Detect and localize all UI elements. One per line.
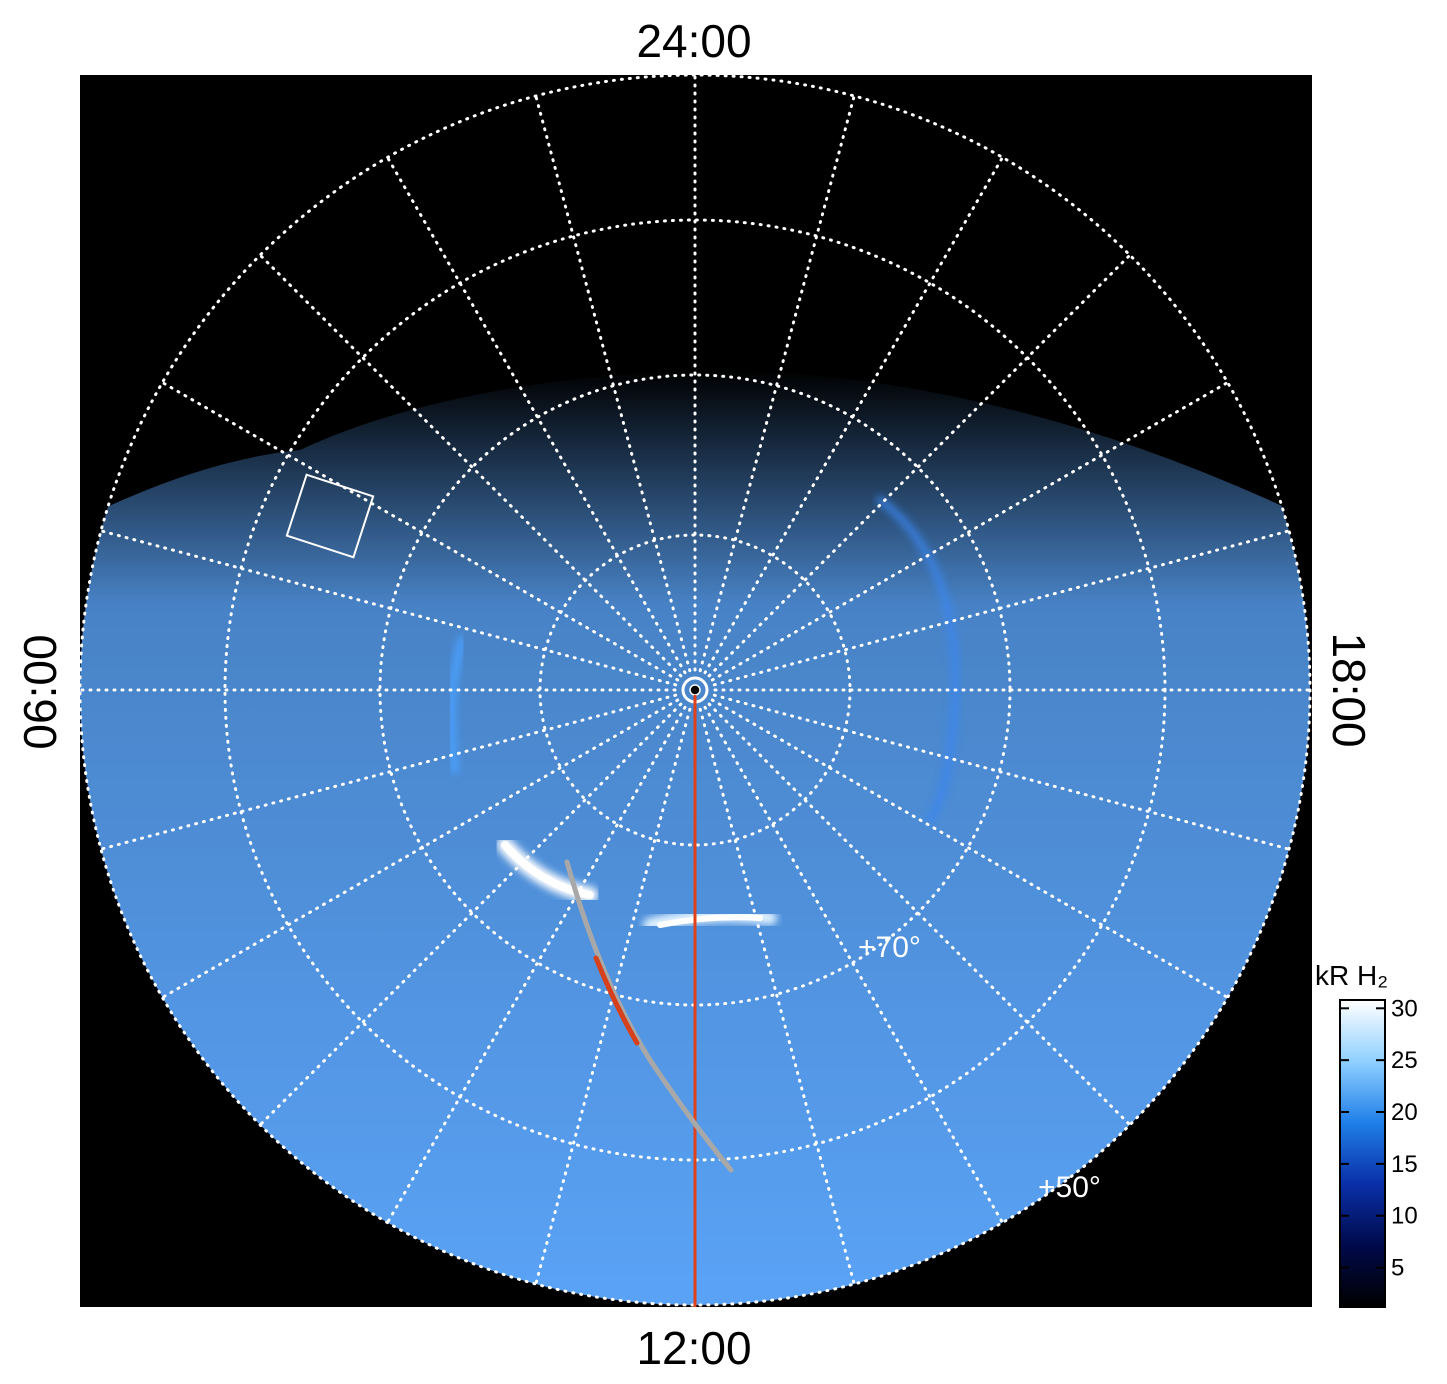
latitude-label: +50° <box>1038 1171 1101 1204</box>
meridian <box>160 381 680 682</box>
meridian <box>710 381 1230 682</box>
meridian <box>703 705 1004 1225</box>
colorbar <box>1339 999 1386 1308</box>
meridian <box>258 702 683 1127</box>
colorbar-tick-label: 20 <box>1391 1099 1418 1126</box>
auroral-oval <box>447 496 960 932</box>
pole-dot <box>689 684 701 696</box>
colorbar-title: kR H₂ <box>1315 960 1388 991</box>
meridian <box>99 529 678 687</box>
colorbar-tick-label: 10 <box>1391 1203 1418 1230</box>
meridian <box>703 155 1004 675</box>
colorbar-tick-label: 15 <box>1391 1151 1418 1178</box>
meridian <box>712 529 1291 687</box>
region-box <box>285 473 375 559</box>
meridian <box>712 693 1291 851</box>
meridian <box>534 94 692 673</box>
colorbar-tick-label: 25 <box>1391 1047 1418 1074</box>
meridian <box>160 698 680 999</box>
meridian <box>386 705 687 1225</box>
latitude-label: +70° <box>858 931 921 964</box>
footprint-segment <box>593 955 640 1046</box>
time-label-right: 18:00 <box>1323 632 1375 747</box>
meridian <box>707 253 1132 678</box>
meridian <box>386 155 687 675</box>
meridian <box>698 94 856 673</box>
meridian <box>99 693 678 851</box>
latitude-circle <box>78 73 1312 1307</box>
meridian <box>698 707 856 1286</box>
colorbar-tick-label: 30 <box>1391 995 1418 1022</box>
time-label-bottom: 12:00 <box>636 1322 751 1374</box>
meridian <box>258 253 683 678</box>
colorbar-tick-label: 5 <box>1391 1255 1404 1282</box>
time-label-left: 06:00 <box>14 634 66 749</box>
footprint-track <box>564 859 734 1173</box>
time-label-top: 24:00 <box>636 15 751 67</box>
meridian <box>707 702 1132 1127</box>
meridian <box>710 698 1230 999</box>
colorbar-axis: 5 10 15 20 25 30 <box>1340 995 1418 1282</box>
